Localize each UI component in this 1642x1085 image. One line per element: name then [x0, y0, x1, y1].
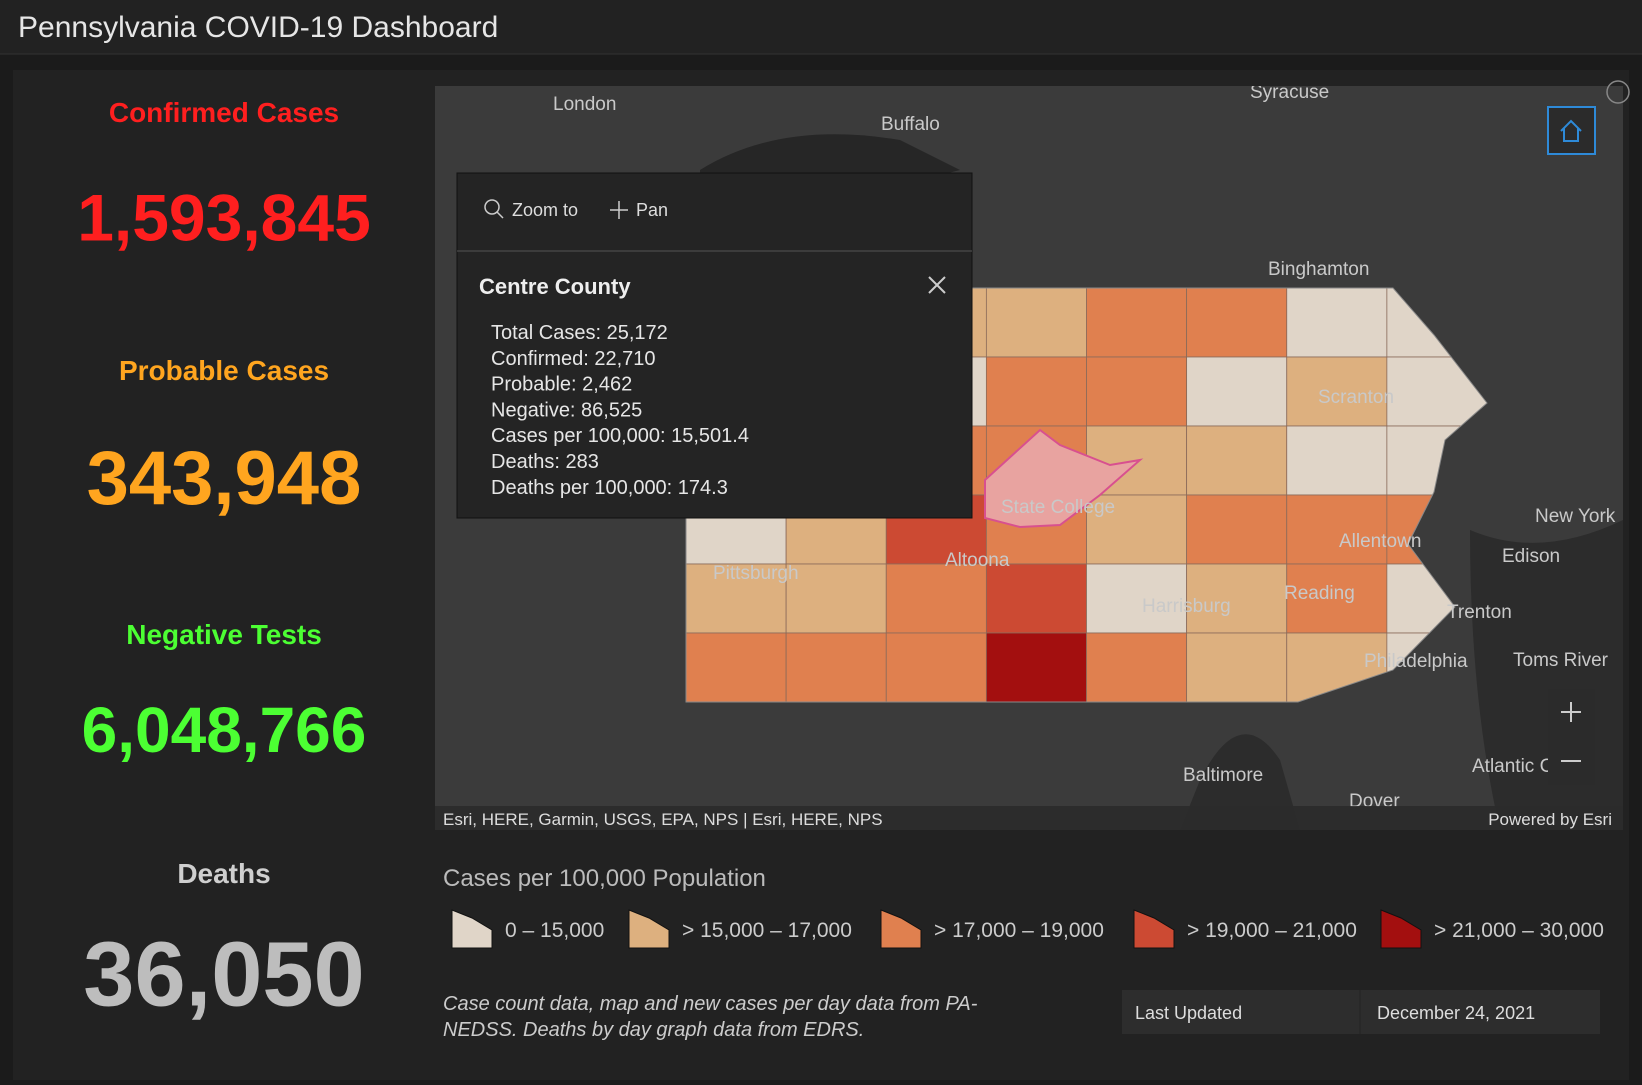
county	[1286, 288, 1388, 358]
place-label: Binghamton	[1268, 259, 1369, 280]
stat-label: Probable Cases	[119, 355, 329, 386]
state-outline	[685, 287, 1488, 703]
zoom-in[interactable]	[1561, 702, 1581, 722]
place-label: Trenton	[1447, 602, 1512, 623]
county	[985, 288, 1087, 358]
place-label: Buffalo	[881, 114, 940, 135]
county	[1286, 494, 1388, 565]
legend-label: 0 – 15,000	[505, 919, 604, 942]
county	[785, 632, 887, 702]
legend: 0 – 15,000 > 15,000 – 17,000 > 17,000 – 19…	[451, 909, 1604, 949]
place-label: Allentown	[1339, 531, 1421, 552]
popup-line: Deaths: 283	[491, 451, 599, 473]
popup-line: Negative: 86,525	[491, 399, 642, 421]
county	[1186, 494, 1288, 565]
header-title: Pennsylvania COVID-19 Dashboard	[18, 11, 498, 44]
county	[885, 563, 987, 634]
zoom-icon	[484, 199, 500, 215]
place-label: New York	[1535, 506, 1616, 527]
county	[1186, 356, 1288, 427]
legend-swatch	[880, 909, 922, 949]
county	[885, 632, 987, 702]
place-label: Harrisburg	[1142, 596, 1231, 617]
place-label: Atlantic City	[1472, 756, 1573, 777]
place-label: London	[553, 94, 616, 115]
county	[985, 632, 1087, 702]
place-label: Pittsburgh	[713, 563, 799, 584]
legend-title: Cases per 100,000 Population	[443, 865, 766, 892]
county	[1086, 288, 1188, 358]
legend-label: > 17,000 – 19,000	[934, 919, 1104, 942]
place-label: Altoona	[945, 550, 1010, 571]
pan-icon	[610, 201, 628, 219]
popup-line: Probable: 2,462	[491, 374, 632, 396]
header-bar	[0, 0, 1642, 54]
powered-by: Powered by Esri	[1488, 810, 1612, 829]
county	[686, 632, 787, 702]
selected-county	[984, 428, 1144, 529]
footer-note: Case count data, map and new cases per d…	[443, 993, 978, 1015]
place-label: Syracuse	[1250, 82, 1329, 103]
county	[1186, 425, 1288, 496]
stat-value: 1,593,845	[77, 180, 371, 254]
attribution-bar	[435, 806, 1623, 830]
popup-close[interactable]	[928, 276, 946, 294]
popup-action[interactable]: Pan	[636, 200, 668, 220]
stat-label: Negative Tests	[126, 619, 322, 650]
place-label: Reading	[1284, 583, 1355, 604]
fullscreen-button[interactable]	[1606, 80, 1630, 104]
popup-title: Centre County	[479, 274, 631, 299]
legend-swatch	[451, 909, 493, 949]
county	[686, 563, 787, 634]
place-label: Toms River	[1513, 650, 1609, 671]
stats-panel: Confirmed Cases 1,593,845 Probable Cases 34…	[77, 97, 371, 1025]
popup-line: Cases per 100,000: 15,501.4	[491, 425, 749, 447]
last-updated-label: Last Updated	[1135, 1003, 1242, 1023]
popup-line: Total Cases: 25,172	[491, 322, 668, 344]
county	[1086, 632, 1188, 702]
place-label: Scranton	[1318, 387, 1394, 408]
home-button[interactable]	[1547, 106, 1596, 155]
stat-label: Confirmed Cases	[109, 97, 339, 128]
popup-line: Deaths per 100,000: 174.3	[491, 477, 728, 499]
last-updated-box	[1122, 990, 1600, 1034]
place-label: State College	[1001, 497, 1115, 518]
legend-label: > 15,000 – 17,000	[682, 919, 852, 942]
legend-label: > 21,000 – 30,000	[1434, 919, 1604, 942]
legend-label: > 19,000 – 21,000	[1187, 919, 1357, 942]
footer-note: NEDSS. Deaths by day graph data from EDR…	[443, 1019, 864, 1041]
county	[1186, 288, 1288, 358]
stat-label: Deaths	[177, 858, 270, 889]
place-label: Philadelphia	[1364, 651, 1468, 672]
zoom-icon-handle	[496, 211, 504, 219]
map: London Buffalo Syracuse Binghamton Scran…	[435, 82, 1623, 830]
popup-line: Confirmed: 22,710	[491, 348, 656, 370]
county	[1186, 563, 1288, 634]
legend-swatch	[1380, 909, 1422, 949]
popup-action[interactable]: Zoom to	[512, 200, 578, 220]
county	[985, 563, 1087, 634]
stat-value: 6,048,766	[82, 694, 367, 766]
map-attribution: Esri, HERE, Garmin, USGS, EPA, NPS | Esr…	[443, 810, 883, 829]
stat-value: 343,948	[87, 436, 362, 521]
county	[1086, 563, 1188, 634]
county	[1186, 632, 1288, 702]
last-updated-value: December 24, 2021	[1377, 1003, 1535, 1023]
legend-swatch	[1133, 909, 1175, 949]
popup-content: Total Cases: 25,172 Confirmed: 22,710 Prob…	[491, 322, 749, 499]
legend-swatch	[628, 909, 670, 949]
home-icon	[1560, 119, 1582, 142]
place-label: Edison	[1502, 546, 1560, 567]
county	[785, 563, 887, 634]
place-label: Baltimore	[1183, 765, 1263, 786]
county	[1286, 425, 1388, 496]
popup: Zoom to Pan Centre County Total Cases: 2…	[456, 172, 973, 519]
popup-box	[456, 172, 973, 519]
county	[985, 356, 1087, 427]
stat-value: 36,050	[83, 923, 364, 1025]
county	[1086, 356, 1188, 427]
